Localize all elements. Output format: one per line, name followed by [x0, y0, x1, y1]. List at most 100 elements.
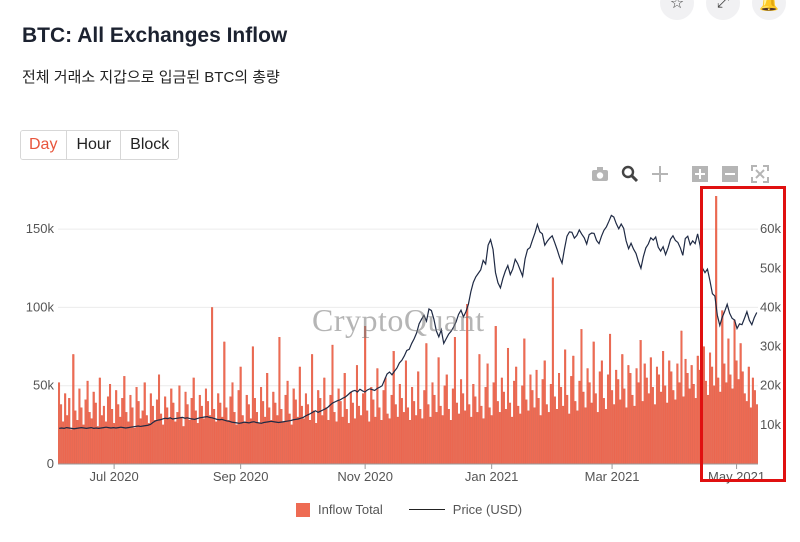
- inflow-bar: [492, 382, 495, 465]
- inflow-bar: [311, 354, 314, 465]
- inflow-bar: [684, 358, 687, 465]
- x-tick-label: Mar 2021: [585, 469, 640, 484]
- inflow-bar: [415, 415, 418, 465]
- inflow-bar: [402, 412, 405, 465]
- inflow-bar: [153, 420, 156, 465]
- y-right-tick-label: 30k: [760, 339, 781, 354]
- inflow-bar: [470, 416, 473, 465]
- inflow-bar: [364, 326, 367, 465]
- inflow-bar: [413, 401, 416, 465]
- inflow-bar: [482, 418, 485, 465]
- inflow-bar: [439, 405, 442, 465]
- inflow-bar: [449, 420, 452, 465]
- price-series-line: [59, 214, 758, 430]
- inflow-bar: [674, 399, 677, 465]
- chart-subtitle: 전체 거래소 지갑으로 입금된 BTC의 총량: [22, 69, 280, 86]
- inflow-bar: [555, 409, 559, 465]
- tab-hour[interactable]: Hour: [66, 131, 121, 159]
- inflow-bar: [527, 410, 530, 465]
- inflow-bar: [335, 421, 338, 465]
- legend-label-price[interactable]: Price (USD): [452, 502, 523, 517]
- inflow-bar: [149, 393, 152, 465]
- inflow-bar: [504, 409, 507, 465]
- inflow-bar: [486, 363, 489, 465]
- inflow-bar: [286, 380, 289, 465]
- camera-icon[interactable]: [590, 164, 610, 184]
- pan-icon[interactable]: [650, 164, 670, 184]
- inflow-bar: [606, 374, 610, 465]
- inflow-bar: [474, 396, 477, 465]
- x-tick-label: Jul 2020: [90, 469, 139, 484]
- inflow-bar: [611, 390, 614, 465]
- inflow-bar: [204, 388, 207, 465]
- inflow-bar: [600, 360, 603, 465]
- zoom-in-icon[interactable]: [690, 164, 710, 184]
- inflow-bar: [437, 357, 440, 465]
- inflow-bar: [319, 398, 322, 465]
- inflow-bar: [457, 413, 461, 465]
- expand-icon[interactable]: ⤢: [706, 0, 740, 20]
- inflow-bar: [345, 409, 348, 465]
- inflow-bar: [109, 383, 112, 465]
- inflow-bar: [70, 429, 73, 465]
- inflow-bar: [139, 418, 142, 465]
- inflow-bar: [447, 409, 450, 465]
- legend-label-inflow[interactable]: Inflow Total: [318, 502, 383, 517]
- inflow-bar: [160, 413, 163, 465]
- inflow-bar: [94, 402, 97, 465]
- inflow-bar: [602, 398, 605, 465]
- inflow-bar: [253, 398, 256, 465]
- inflow-bar: [323, 377, 326, 465]
- inflow-bar: [280, 409, 283, 465]
- inflow-bar: [549, 383, 552, 465]
- inflow-bar: [662, 351, 665, 465]
- inflow-bar: [347, 423, 350, 465]
- inflow-bar: [688, 388, 691, 465]
- inflow-bar: [309, 420, 312, 465]
- inflow-bar: [668, 360, 671, 465]
- zoom-out-icon[interactable]: [720, 164, 740, 184]
- inflow-bar: [378, 407, 381, 465]
- inflow-bar: [696, 355, 699, 465]
- inflow-bar: [317, 390, 320, 465]
- inflow-bar: [541, 379, 544, 465]
- inflow-bar: [535, 369, 538, 465]
- inflow-bar: [66, 415, 69, 465]
- inflow-bar: [398, 383, 401, 465]
- inflow-bar: [162, 424, 165, 465]
- inflow-bar: [284, 394, 287, 465]
- chart-title: BTC: All Exchanges Inflow: [22, 24, 288, 47]
- inflow-bar: [113, 423, 116, 465]
- inflow-bar: [580, 329, 583, 465]
- bell-icon[interactable]: 🔔: [752, 0, 786, 20]
- inflow-bar: [343, 373, 346, 465]
- inflow-bar: [604, 409, 607, 465]
- inflow-bar: [239, 366, 242, 465]
- y-left-tick-label: 150k: [26, 221, 55, 236]
- inflow-bar: [98, 377, 101, 465]
- inflow-bar: [260, 387, 263, 465]
- inflow-bar: [521, 385, 524, 465]
- inflow-bar: [325, 407, 328, 465]
- inflow-bar: [427, 404, 430, 465]
- inflow-bar: [249, 418, 252, 465]
- inflow-bar: [539, 415, 542, 465]
- inflow-bar: [509, 402, 512, 465]
- inflow-bar: [609, 333, 612, 465]
- tab-block[interactable]: Block: [120, 131, 179, 159]
- inflow-bar: [229, 396, 232, 465]
- inflow-bar: [362, 393, 365, 465]
- inflow-bar: [653, 404, 656, 465]
- inflow-bar: [686, 373, 689, 465]
- autoscale-icon[interactable]: [750, 164, 770, 184]
- y-left-tick-label: 100k: [26, 299, 55, 314]
- inflow-bar: [227, 420, 230, 465]
- inflow-bar: [255, 412, 259, 465]
- zoom-icon[interactable]: [620, 164, 640, 184]
- y-right-tick-label: 10k: [760, 417, 781, 432]
- star-icon[interactable]: ☆: [660, 0, 694, 20]
- inflow-bar: [625, 407, 628, 465]
- inflow-bar: [682, 396, 685, 465]
- inflow-bar: [568, 413, 571, 465]
- inflow-bar: [331, 344, 334, 465]
